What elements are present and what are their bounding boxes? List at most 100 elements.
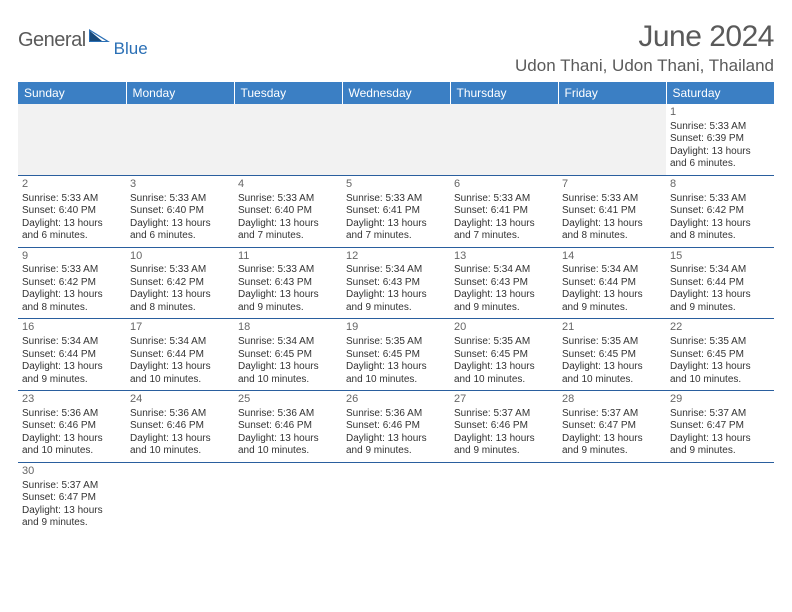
day-number: 19 xyxy=(346,321,446,335)
day-info: Sunrise: 5:33 AMSunset: 6:41 PMDaylight:… xyxy=(346,193,446,243)
day-info: Sunrise: 5:34 AMSunset: 6:43 PMDaylight:… xyxy=(454,264,554,314)
flag-icon xyxy=(88,28,114,53)
weekday-header: Friday xyxy=(558,82,666,104)
calendar-table: SundayMondayTuesdayWednesdayThursdayFrid… xyxy=(18,82,774,534)
day-number: 18 xyxy=(238,321,338,335)
day-number: 25 xyxy=(238,393,338,407)
calendar-day-cell: 1Sunrise: 5:33 AMSunset: 6:39 PMDaylight… xyxy=(666,104,774,175)
calendar-trailing-cell xyxy=(126,462,234,533)
calendar-trailing-cell xyxy=(666,462,774,533)
calendar-day-cell: 28Sunrise: 5:37 AMSunset: 6:47 PMDayligh… xyxy=(558,391,666,463)
calendar-day-cell: 18Sunrise: 5:34 AMSunset: 6:45 PMDayligh… xyxy=(234,319,342,391)
month-title: June 2024 xyxy=(515,20,774,54)
day-number: 10 xyxy=(130,250,230,264)
calendar-day-cell: 12Sunrise: 5:34 AMSunset: 6:43 PMDayligh… xyxy=(342,247,450,319)
calendar-day-cell: 8Sunrise: 5:33 AMSunset: 6:42 PMDaylight… xyxy=(666,175,774,247)
day-info: Sunrise: 5:34 AMSunset: 6:45 PMDaylight:… xyxy=(238,336,338,386)
day-info: Sunrise: 5:35 AMSunset: 6:45 PMDaylight:… xyxy=(670,336,770,386)
day-number: 20 xyxy=(454,321,554,335)
day-info: Sunrise: 5:37 AMSunset: 6:47 PMDaylight:… xyxy=(670,408,770,458)
location: Udon Thani, Udon Thani, Thailand xyxy=(515,56,774,76)
calendar-trailing-cell xyxy=(450,462,558,533)
calendar-day-cell: 9Sunrise: 5:33 AMSunset: 6:42 PMDaylight… xyxy=(18,247,126,319)
day-number: 2 xyxy=(22,178,122,192)
day-info: Sunrise: 5:33 AMSunset: 6:42 PMDaylight:… xyxy=(130,264,230,314)
weekday-header: Saturday xyxy=(666,82,774,104)
day-info: Sunrise: 5:36 AMSunset: 6:46 PMDaylight:… xyxy=(130,408,230,458)
day-number: 1 xyxy=(670,106,770,120)
day-info: Sunrise: 5:35 AMSunset: 6:45 PMDaylight:… xyxy=(454,336,554,386)
day-number: 13 xyxy=(454,250,554,264)
calendar-trailing-cell xyxy=(234,462,342,533)
day-info: Sunrise: 5:34 AMSunset: 6:44 PMDaylight:… xyxy=(670,264,770,314)
day-number: 11 xyxy=(238,250,338,264)
day-number: 7 xyxy=(562,178,662,192)
day-number: 3 xyxy=(130,178,230,192)
day-number: 26 xyxy=(346,393,446,407)
day-info: Sunrise: 5:36 AMSunset: 6:46 PMDaylight:… xyxy=(238,408,338,458)
day-info: Sunrise: 5:33 AMSunset: 6:40 PMDaylight:… xyxy=(22,193,122,243)
calendar-trailing-cell xyxy=(342,462,450,533)
day-info: Sunrise: 5:33 AMSunset: 6:41 PMDaylight:… xyxy=(454,193,554,243)
day-info: Sunrise: 5:36 AMSunset: 6:46 PMDaylight:… xyxy=(22,408,122,458)
weekday-header: Tuesday xyxy=(234,82,342,104)
day-info: Sunrise: 5:33 AMSunset: 6:43 PMDaylight:… xyxy=(238,264,338,314)
day-number: 9 xyxy=(22,250,122,264)
day-number: 15 xyxy=(670,250,770,264)
logo-text-main: General xyxy=(18,29,86,52)
calendar-day-cell: 17Sunrise: 5:34 AMSunset: 6:44 PMDayligh… xyxy=(126,319,234,391)
day-number: 17 xyxy=(130,321,230,335)
day-number: 4 xyxy=(238,178,338,192)
calendar-day-cell: 21Sunrise: 5:35 AMSunset: 6:45 PMDayligh… xyxy=(558,319,666,391)
calendar-day-cell: 27Sunrise: 5:37 AMSunset: 6:46 PMDayligh… xyxy=(450,391,558,463)
day-info: Sunrise: 5:34 AMSunset: 6:44 PMDaylight:… xyxy=(22,336,122,386)
weekday-header: Sunday xyxy=(18,82,126,104)
day-number: 6 xyxy=(454,178,554,192)
day-number: 30 xyxy=(22,465,122,479)
day-number: 16 xyxy=(22,321,122,335)
logo-text-sub: Blue xyxy=(114,39,148,59)
calendar-blank-cell xyxy=(342,104,450,175)
calendar-day-cell: 11Sunrise: 5:33 AMSunset: 6:43 PMDayligh… xyxy=(234,247,342,319)
calendar-day-cell: 4Sunrise: 5:33 AMSunset: 6:40 PMDaylight… xyxy=(234,175,342,247)
calendar-day-cell: 7Sunrise: 5:33 AMSunset: 6:41 PMDaylight… xyxy=(558,175,666,247)
day-info: Sunrise: 5:33 AMSunset: 6:40 PMDaylight:… xyxy=(238,193,338,243)
day-number: 27 xyxy=(454,393,554,407)
day-number: 14 xyxy=(562,250,662,264)
day-info: Sunrise: 5:37 AMSunset: 6:47 PMDaylight:… xyxy=(562,408,662,458)
calendar-blank-cell xyxy=(234,104,342,175)
day-number: 28 xyxy=(562,393,662,407)
logo: General Blue xyxy=(18,20,148,53)
day-info: Sunrise: 5:37 AMSunset: 6:46 PMDaylight:… xyxy=(454,408,554,458)
day-info: Sunrise: 5:34 AMSunset: 6:43 PMDaylight:… xyxy=(346,264,446,314)
calendar-day-cell: 10Sunrise: 5:33 AMSunset: 6:42 PMDayligh… xyxy=(126,247,234,319)
day-number: 24 xyxy=(130,393,230,407)
calendar-trailing-cell xyxy=(558,462,666,533)
day-info: Sunrise: 5:33 AMSunset: 6:42 PMDaylight:… xyxy=(22,264,122,314)
day-number: 8 xyxy=(670,178,770,192)
day-number: 29 xyxy=(670,393,770,407)
calendar-day-cell: 25Sunrise: 5:36 AMSunset: 6:46 PMDayligh… xyxy=(234,391,342,463)
day-number: 23 xyxy=(22,393,122,407)
calendar-day-cell: 13Sunrise: 5:34 AMSunset: 6:43 PMDayligh… xyxy=(450,247,558,319)
weekday-header: Wednesday xyxy=(342,82,450,104)
calendar-day-cell: 3Sunrise: 5:33 AMSunset: 6:40 PMDaylight… xyxy=(126,175,234,247)
calendar-day-cell: 15Sunrise: 5:34 AMSunset: 6:44 PMDayligh… xyxy=(666,247,774,319)
day-info: Sunrise: 5:33 AMSunset: 6:40 PMDaylight:… xyxy=(130,193,230,243)
day-number: 5 xyxy=(346,178,446,192)
day-number: 12 xyxy=(346,250,446,264)
calendar-day-cell: 19Sunrise: 5:35 AMSunset: 6:45 PMDayligh… xyxy=(342,319,450,391)
calendar-day-cell: 16Sunrise: 5:34 AMSunset: 6:44 PMDayligh… xyxy=(18,319,126,391)
day-info: Sunrise: 5:34 AMSunset: 6:44 PMDaylight:… xyxy=(130,336,230,386)
day-info: Sunrise: 5:33 AMSunset: 6:42 PMDaylight:… xyxy=(670,193,770,243)
day-number: 22 xyxy=(670,321,770,335)
day-number: 21 xyxy=(562,321,662,335)
calendar-blank-cell xyxy=(450,104,558,175)
calendar-day-cell: 26Sunrise: 5:36 AMSunset: 6:46 PMDayligh… xyxy=(342,391,450,463)
weekday-header-row: SundayMondayTuesdayWednesdayThursdayFrid… xyxy=(18,82,774,104)
day-info: Sunrise: 5:33 AMSunset: 6:41 PMDaylight:… xyxy=(562,193,662,243)
weekday-header: Thursday xyxy=(450,82,558,104)
calendar-day-cell: 30Sunrise: 5:37 AMSunset: 6:47 PMDayligh… xyxy=(18,462,126,533)
calendar-day-cell: 24Sunrise: 5:36 AMSunset: 6:46 PMDayligh… xyxy=(126,391,234,463)
day-info: Sunrise: 5:37 AMSunset: 6:47 PMDaylight:… xyxy=(22,480,122,530)
